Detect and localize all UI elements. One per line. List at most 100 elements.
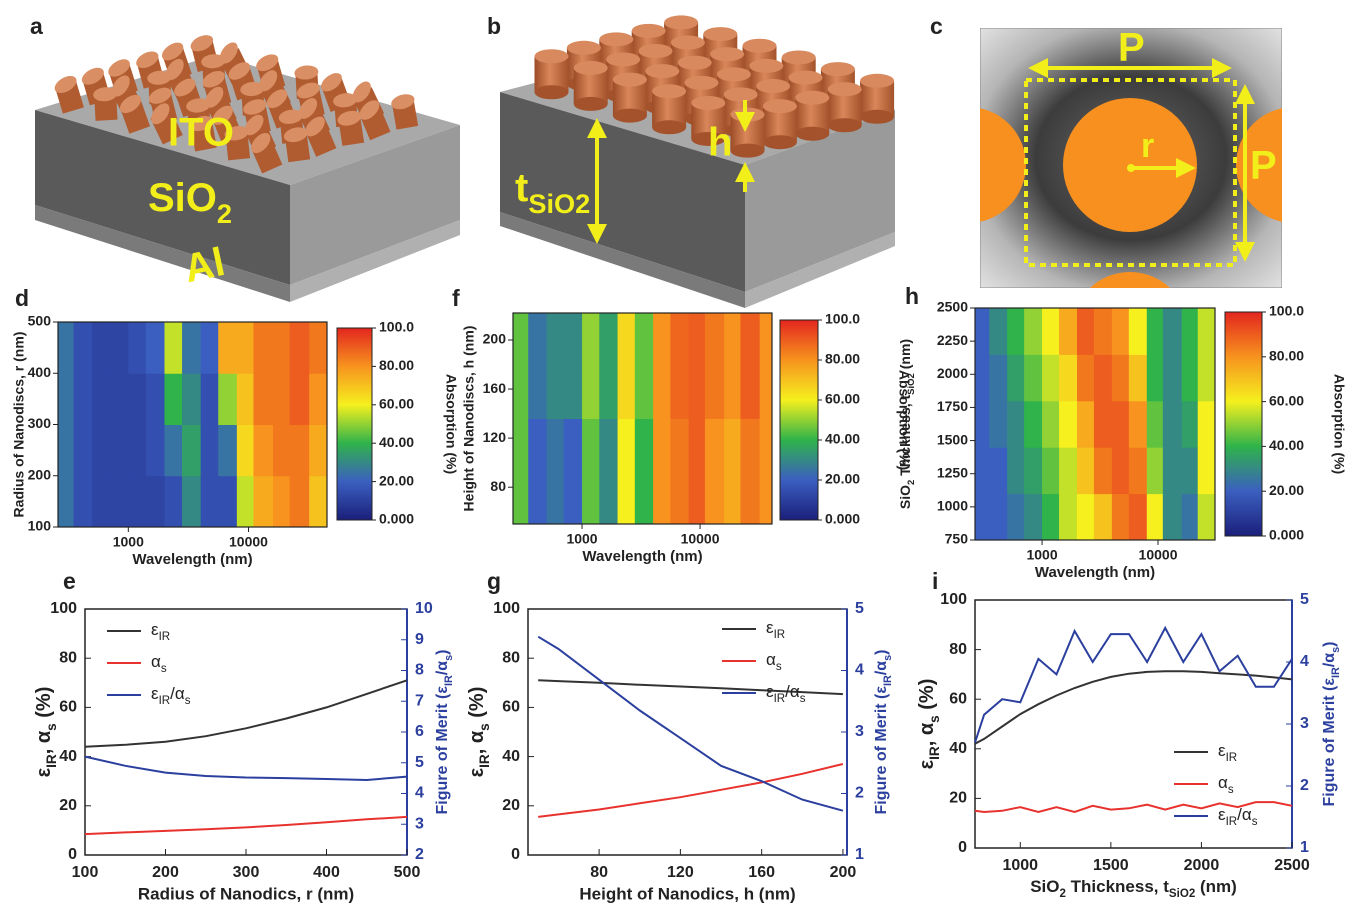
heatmap-cell	[110, 322, 129, 374]
heatmap-cell	[1129, 494, 1147, 541]
heatmap-cell	[1059, 494, 1077, 541]
y2-axis-label-part: Figure of Merit (ε	[1321, 678, 1338, 807]
nanodisc-base	[731, 144, 765, 158]
heatmap-cell	[1129, 401, 1147, 448]
y-tick-label: 40	[59, 748, 77, 765]
dimension-label-part: SiO	[528, 188, 575, 219]
heatmap-cell	[1112, 354, 1129, 401]
y-axis-label-part: IR	[477, 754, 492, 768]
x-tick-label: 500	[394, 864, 421, 881]
heatmap-cell	[1112, 308, 1129, 355]
y-tick-label: 120	[483, 429, 507, 445]
heatmap-cell	[1094, 354, 1112, 401]
y-tick-label: 1750	[937, 398, 968, 414]
x-tick-label: 10000	[1139, 547, 1178, 563]
heatmap-cell	[182, 425, 201, 477]
y-tick-label: 20	[59, 797, 77, 814]
legend-label-part: /α	[170, 684, 185, 703]
dimension-label-part: 2	[575, 188, 590, 219]
y-axis-label-part: , α	[33, 730, 55, 754]
dimension-label: P	[1118, 26, 1145, 70]
y-tick-label: 80	[59, 649, 77, 666]
heatmap-cell	[635, 313, 654, 419]
y-tick-label: 100	[940, 591, 967, 608]
heatmap-cell	[564, 419, 583, 525]
x-tick-label: 200	[830, 864, 857, 881]
panel-label: a	[30, 13, 43, 39]
y-tick-label: 100	[28, 518, 52, 534]
x-tick-label: 1000	[566, 531, 597, 547]
panel-label: e	[63, 568, 76, 594]
y2-axis-label: Figure of Merit (εIR/αs)	[1321, 641, 1342, 806]
heatmap-cell	[1007, 308, 1024, 355]
heatmap-cell	[146, 322, 165, 374]
heatmap-cell	[1129, 308, 1147, 355]
colorbar-tick-label: 0.000	[379, 511, 414, 527]
heatmap-cell	[273, 476, 290, 528]
y2-tick-label: 3	[415, 815, 424, 832]
dimension-label: h	[708, 121, 732, 165]
heatmap-cell	[1198, 494, 1216, 541]
heatmap-cell	[164, 373, 182, 425]
heatmap-cell	[989, 447, 1007, 494]
nanodisc-top	[710, 47, 744, 61]
heatmap-cell	[1042, 401, 1059, 448]
legend-label: εIR/αs	[1218, 805, 1258, 828]
heatmap-cell	[164, 322, 182, 374]
heatmap-cell	[740, 313, 760, 419]
y-tick-label: 1000	[937, 498, 968, 514]
heatmap-cell	[1059, 401, 1077, 448]
x-tick-label: 120	[667, 864, 694, 881]
colorbar-tick-label: 0.000	[1269, 527, 1304, 543]
heatmap-cell	[1163, 354, 1182, 401]
figure: ITOSiO2AltSiO2hPrPabcdefghi 100010000100…	[0, 0, 1348, 903]
heatmap-cell	[564, 313, 583, 419]
colorbar-tick-label: 0.000	[825, 511, 860, 527]
heatmap-cell	[653, 313, 671, 419]
heatmap-cell	[201, 322, 219, 374]
heatmap-cell	[740, 419, 760, 525]
heatmap-cell	[74, 425, 93, 477]
chart-panel: 100010000100200300400500Wavelength (nm)R…	[11, 313, 460, 568]
legend-label: αs	[766, 650, 782, 673]
nanodisc-top	[795, 91, 829, 105]
heatmap-cell	[58, 425, 74, 477]
heatmap-cell	[253, 425, 273, 477]
x-axis-label: SiO2 Thickness, tSiO2 (nm)	[1030, 877, 1237, 900]
heatmap-cell	[1024, 354, 1042, 401]
y-tick-label: 60	[59, 699, 77, 716]
y2-axis-label-part: /α	[1321, 653, 1338, 667]
chart-panel: 1000100007501000125015001750200022502500…	[897, 299, 1348, 581]
x-axis-label-part: SiO	[1030, 877, 1059, 896]
x-tick-label: 2500	[1274, 857, 1310, 874]
y-tick-label: 60	[949, 690, 967, 707]
heatmap-cell	[975, 354, 990, 401]
colorbar-tick-label: 60.00	[379, 396, 414, 412]
legend-label: αs	[151, 652, 167, 675]
colorbar-label: Absorption (%)	[443, 374, 459, 474]
x-tick-label: 400	[313, 864, 340, 881]
x-axis-label: Radius of Nanodics, r (nm)	[138, 884, 354, 903]
heatmap-cell	[128, 373, 146, 425]
chart-panel: 100015002000250002040608010012345εIRαsεI…	[916, 591, 1342, 900]
heatmap-cell	[705, 313, 725, 419]
x-tick-label: 2000	[1184, 857, 1220, 874]
heatmap-cell	[92, 373, 110, 425]
nanodisc-top	[671, 36, 705, 50]
colorbar-tick-label: 40.00	[825, 431, 860, 447]
heatmap-cell	[528, 313, 547, 419]
heatmap-cell	[1024, 447, 1042, 494]
y-tick-label: 80	[490, 478, 506, 494]
colorbar-tick-label: 40.00	[379, 434, 414, 450]
heatmap-cell	[653, 419, 671, 525]
heatmap-cell	[218, 373, 237, 425]
material-label-part: 2	[217, 198, 232, 229]
dimension-label: P	[1250, 144, 1277, 188]
nanodisc-top	[639, 44, 673, 58]
heatmap-cell	[1129, 447, 1147, 494]
y-tick-label: 300	[28, 415, 52, 431]
y-axis-label: Radius of Nanodiscs, r (nm)	[11, 332, 27, 518]
y-axis-label-part: SiO	[906, 378, 917, 394]
y2-axis-label-part: )	[873, 649, 890, 654]
y2-tick-label: 5	[1300, 591, 1309, 608]
